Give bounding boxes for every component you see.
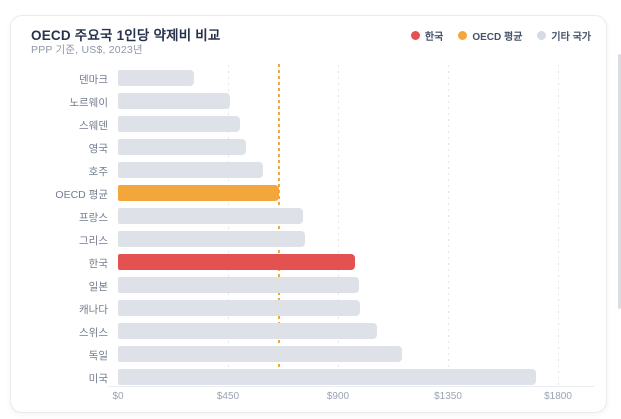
category-label-norway: 노르웨이 — [69, 97, 108, 109]
chart-subtitle: PPP 기준, US$, 2023년 — [31, 44, 143, 56]
bar-row-oecd-average: OECD 평균 — [11, 185, 606, 208]
x-tick-label-1800: $1800 — [544, 391, 572, 402]
x-tick-label-0: $0 — [112, 391, 124, 402]
category-label-france: 프랑스 — [79, 212, 108, 224]
bar-row-korea: 한국 — [11, 254, 606, 277]
bar-sweden[interactable] — [118, 116, 240, 132]
category-label-denmark: 덴마크 — [79, 74, 108, 86]
bar-australia[interactable] — [118, 162, 263, 178]
bar-row-australia: 호주 — [11, 162, 606, 185]
category-label-australia: 호주 — [88, 166, 108, 178]
x-tick-label-450: $450 — [216, 391, 240, 402]
bar-france[interactable] — [118, 208, 303, 224]
bar-row-usa: 미국 — [11, 369, 606, 392]
category-label-switzerland: 스위스 — [79, 327, 108, 339]
bar-oecd-average[interactable] — [118, 185, 279, 201]
bar-row-sweden: 스웨덴 — [11, 116, 606, 139]
chart-card: OECD 주요국 1인당 약제비 비교 PPP 기준, US$, 2023년 한… — [10, 15, 607, 413]
x-tick-label-1350: $1350 — [434, 391, 462, 402]
gridline-1800 — [558, 65, 559, 386]
bar-switzerland[interactable] — [118, 323, 377, 339]
bar-row-japan: 일본 — [11, 277, 606, 300]
bar-row-norway: 노르웨이 — [11, 93, 606, 116]
bar-row-denmark: 덴마크 — [11, 70, 606, 93]
category-label-japan: 일본 — [88, 281, 108, 293]
bar-japan[interactable] — [118, 277, 359, 293]
category-label-korea: 한국 — [88, 258, 108, 270]
bar-uk[interactable] — [118, 139, 246, 155]
gridline-450 — [228, 65, 229, 386]
x-tick-label-900: $900 — [326, 391, 350, 402]
category-label-usa: 미국 — [88, 373, 108, 385]
bar-row-germany: 독일 — [11, 346, 606, 369]
legend-label: 한국 — [424, 31, 444, 43]
bar-greece[interactable] — [118, 231, 305, 247]
legend-item-oecd-average[interactable]: OECD 평균 — [458, 28, 522, 43]
bar-denmark[interactable] — [118, 70, 194, 86]
bar-usa[interactable] — [118, 369, 536, 385]
legend-item-other-countries[interactable]: 기타 국가 — [537, 28, 591, 43]
legend-label: OECD 평균 — [472, 31, 523, 43]
category-label-oecd-average: OECD 평균 — [55, 189, 108, 201]
oecd-average-reference-line — [278, 64, 281, 386]
legend-dot-oecd-average — [458, 30, 468, 40]
gridline-900 — [338, 65, 339, 386]
legend-item-korea[interactable]: 한국 — [410, 28, 444, 43]
bar-korea[interactable] — [118, 254, 355, 270]
category-label-greece: 그리스 — [79, 235, 108, 247]
legend: 한국 OECD 평균 기타 국가 — [410, 28, 591, 43]
bar-row-greece: 그리스 — [11, 231, 606, 254]
category-label-canada: 캐나다 — [79, 304, 108, 316]
category-label-uk: 영국 — [88, 143, 108, 155]
bar-germany[interactable] — [118, 346, 402, 362]
legend-dot-other-countries — [537, 30, 547, 40]
bar-chart: 덴마크 노르웨이 스웨덴 영국 호주 OECD 평균 프랑스 그리스 한국 일본 캐나다 스위스 독일 미… — [11, 16, 606, 412]
bar-norway[interactable] — [118, 93, 230, 109]
bar-row-switzerland: 스위스 — [11, 323, 606, 346]
bar-row-france: 프랑스 — [11, 208, 606, 231]
x-axis-line — [108, 386, 594, 387]
legend-label: 기타 국가 — [551, 31, 591, 43]
chart-title: OECD 주요국 1인당 약제비 비교 — [31, 28, 221, 43]
category-label-germany: 독일 — [88, 350, 108, 362]
legend-dot-korea — [410, 30, 420, 40]
category-label-sweden: 스웨덴 — [79, 120, 108, 132]
scrollbar-thumb[interactable] — [618, 54, 621, 309]
bar-canada[interactable] — [118, 300, 360, 316]
bar-row-canada: 캐나다 — [11, 300, 606, 323]
gridline-1350 — [448, 65, 449, 386]
bar-row-uk: 영국 — [11, 139, 606, 162]
